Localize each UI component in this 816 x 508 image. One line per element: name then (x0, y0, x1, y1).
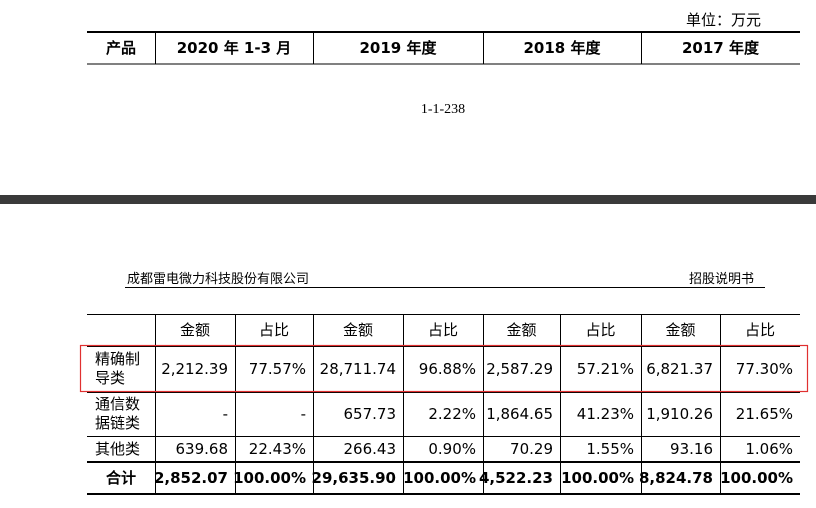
sub-header: 金额 (506, 320, 537, 339)
table-cell: 0.90% (428, 439, 476, 458)
table-cell: 77.30% (735, 359, 793, 378)
table-cell: 22.43% (248, 439, 306, 458)
sub-header: 金额 (665, 320, 696, 339)
column-header: 2018 年度 (523, 38, 601, 57)
table-cell: 100.00% (403, 468, 476, 487)
column-header: 2019 年度 (359, 38, 437, 57)
row-label: 合计 (105, 468, 136, 487)
unit-label: 单位：万元 (685, 13, 761, 29)
table-cell: 77.57% (248, 359, 306, 378)
table-cell: 21.65% (735, 404, 793, 423)
table-cell: - (300, 404, 306, 423)
table-cell: 1,864.65 (486, 404, 553, 423)
table-cell: 4,522.23 (478, 468, 553, 487)
table-cell: 639.68 (175, 439, 229, 458)
table-cell: 29,635.90 (311, 468, 396, 487)
sub-header: 占比 (427, 320, 458, 339)
table-cell: 8,824.78 (638, 468, 713, 487)
sub-header: 占比 (258, 320, 289, 339)
row-label: 通信数据链类 (95, 395, 141, 432)
table-cell: 100.00% (233, 468, 306, 487)
sub-header: 金额 (342, 320, 373, 339)
table-cell: 657.73 (343, 404, 397, 423)
table-cell: 266.43 (343, 439, 397, 458)
table-cell: 57.21% (576, 359, 634, 378)
table-cell: 96.88% (418, 359, 476, 378)
column-header: 产品 (105, 38, 136, 57)
document-name: 招股说明书 (688, 271, 754, 286)
table-cell: 93.16 (670, 439, 713, 458)
table-cell: 70.29 (510, 439, 553, 458)
table-cell: 2,587.29 (486, 359, 553, 378)
table-cell: 2.22% (428, 404, 476, 423)
column-header: 2020 年 1-3 月 (176, 38, 292, 57)
table-cell: 1.55% (586, 439, 634, 458)
table-cell: 1.06% (745, 439, 793, 458)
table-cell: 100.00% (561, 468, 634, 487)
table-cell: 1,910.26 (646, 404, 713, 423)
table-cell: 41.23% (576, 404, 634, 423)
table-cell: 2,852.07 (153, 468, 228, 487)
company-name: 成都雷电微力科技股份有限公司 (127, 271, 310, 286)
page-number: 1-1-238 (420, 102, 466, 117)
sub-header: 金额 (179, 320, 210, 339)
table-cell: 28,711.74 (319, 359, 396, 378)
sub-header: 占比 (585, 320, 616, 339)
column-header: 2017 年度 (682, 38, 759, 57)
row-label: 其他类 (95, 439, 141, 458)
table-cell: - (222, 404, 228, 423)
table-cell: 100.00% (720, 468, 793, 487)
table-cell: 2,212.39 (161, 359, 228, 378)
sub-header: 占比 (744, 320, 775, 339)
table-cell: 6,821.37 (646, 359, 713, 378)
row-label: 精确制导类 (95, 350, 141, 387)
